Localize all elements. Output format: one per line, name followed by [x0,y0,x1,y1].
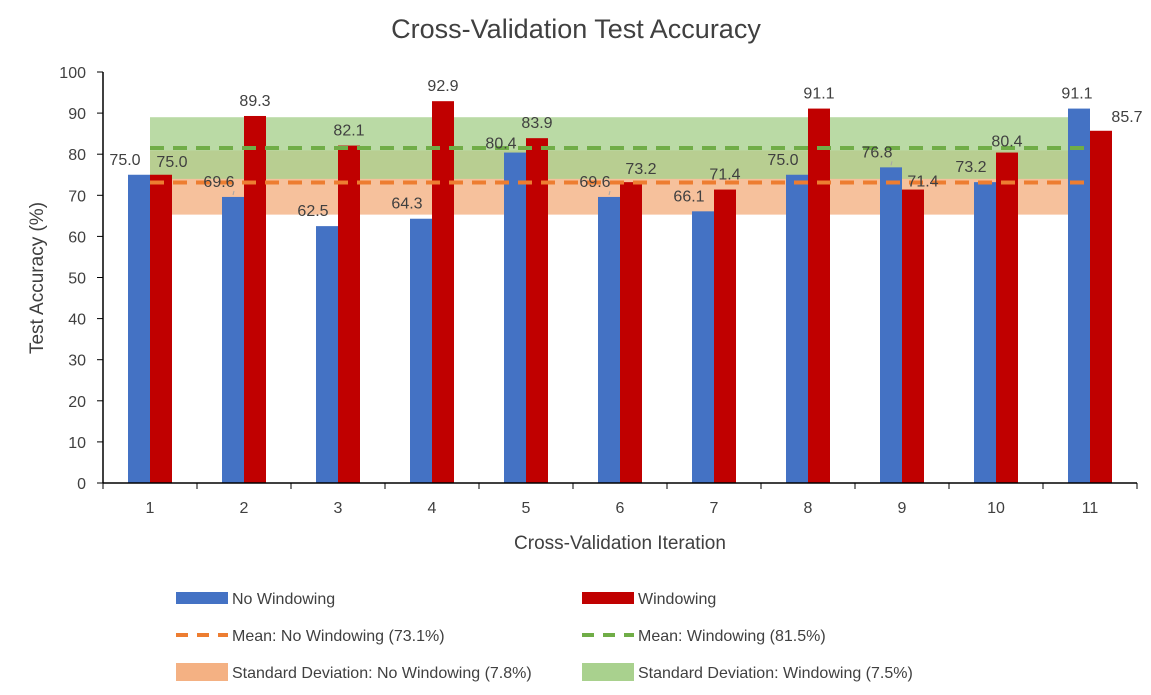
legend-label-std-no-windowing: Standard Deviation: No Windowing (7.8%) [232,665,532,682]
bar-no-windowing-7 [692,211,714,484]
y-tick-label: 60 [68,229,86,246]
leader-line [232,190,235,196]
data-label-no-windowing: 62.5 [297,203,328,220]
data-label-no-windowing: 69.6 [579,174,610,191]
axes: 0 10 20 30 40 50 60 70 80 90 100 1 2 3 4 5 6 7 8 9 10 11 [59,65,1138,517]
data-label-no-windowing: 76.8 [861,144,892,161]
y-tick-label: 20 [68,394,86,411]
x-tick-label: 9 [898,500,907,517]
bar-windowing-8 [808,108,830,483]
bar-windowing-7 [714,189,736,483]
bar-windowing-9 [902,189,924,483]
y-axis-title: Test Accuracy (%) [27,202,48,354]
bar-no-windowing-4 [410,218,432,484]
mean-lines [150,146,1090,185]
bar-no-windowing-11 [1068,108,1090,483]
data-label-no-windowing: 75.0 [767,152,798,169]
data-label-windowing: 71.4 [907,174,938,191]
x-tick-label: 4 [428,500,437,517]
y-tick-label: 40 [68,312,86,329]
data-label-no-windowing: 91.1 [1061,86,1092,103]
bar-no-windowing-6 [598,196,620,483]
leader-line [890,161,893,166]
bar-no-windowing-8 [786,174,808,483]
bar-windowing-6 [620,182,642,483]
bar-no-windowing-3 [316,226,338,483]
bar-no-windowing-2 [222,196,244,483]
legend-swatch-std-windowing [582,663,634,681]
bars [128,101,1112,484]
x-tick-label: 2 [240,500,249,517]
bar-windowing-4 [432,101,454,483]
chart-title: Cross-Validation Test Accuracy [391,14,761,44]
x-tick-label: 10 [987,500,1005,517]
data-label-no-windowing: 73.2 [955,159,986,176]
y-tick-label: 100 [59,65,86,82]
x-tick-label: 7 [710,500,719,517]
bar-no-windowing-9 [880,167,902,484]
data-label-windowing: 83.9 [521,115,552,132]
data-label-windowing: 92.9 [427,78,458,95]
data-label-windowing: 85.7 [1111,109,1142,126]
y-tick-label: 70 [68,188,86,205]
data-label-windowing: 71.4 [709,167,740,184]
x-axis-title: Cross-Validation Iteration [514,533,726,554]
legend-swatch-std-no-windowing [176,663,228,681]
bar-no-windowing-1 [128,174,150,483]
legend-label-mean-no-windowing: Mean: No Windowing (73.1%) [232,628,445,645]
x-tick-label: 8 [804,500,813,517]
legend-label-no-windowing: No Windowing [232,591,335,608]
data-label-no-windowing: 64.3 [391,196,422,213]
legend-label-mean-windowing: Mean: Windowing (81.5%) [638,628,826,645]
y-tick-label: 90 [68,106,86,123]
bar-windowing-3 [338,145,360,483]
y-tick-label: 50 [68,271,86,288]
x-tick-label: 6 [616,500,625,517]
x-tick-label: 3 [334,500,343,517]
legend-swatch-no-windowing [176,592,228,604]
data-label-windowing: 80.4 [991,134,1022,151]
data-label-no-windowing: 80.4 [485,136,516,153]
y-tick-label: 10 [68,435,86,452]
data-labels: 75.0 69.6 62.5 64.3 80.4 69.6 66.1 75.0 76.8 73.2… [109,78,1142,220]
legend-label-std-windowing: Standard Deviation: Windowing (7.5%) [638,665,913,682]
legend-label-windowing: Windowing [638,591,716,608]
bar-windowing-5 [526,138,548,483]
data-label-no-windowing: 69.6 [203,174,234,191]
data-label-windowing: 89.3 [239,93,270,110]
x-tick-label: 5 [522,500,531,517]
data-label-windowing: 91.1 [803,86,834,103]
data-label-windowing: 82.1 [333,123,364,140]
legend-swatch-windowing [582,592,634,604]
leader-line [608,190,611,196]
bar-windowing-11 [1090,130,1112,483]
data-label-windowing: 73.2 [625,161,656,178]
y-tick-label: 30 [68,353,86,370]
bar-windowing-1 [150,174,172,483]
x-tick-label: 1 [146,500,155,517]
data-label-no-windowing: 75.0 [109,152,140,169]
data-label-windowing: 75.0 [156,154,187,171]
legend: No Windowing Windowing Mean: No Windowing … [176,591,913,682]
data-label-no-windowing: 66.1 [673,188,704,205]
bar-no-windowing-10 [974,182,996,483]
y-tick-label: 0 [77,476,86,493]
x-tick-label: 11 [1082,500,1099,517]
bar-no-windowing-5 [504,152,526,483]
bar-windowing-2 [244,115,266,484]
y-tick-label: 80 [68,147,86,164]
bar-windowing-10 [996,152,1018,483]
